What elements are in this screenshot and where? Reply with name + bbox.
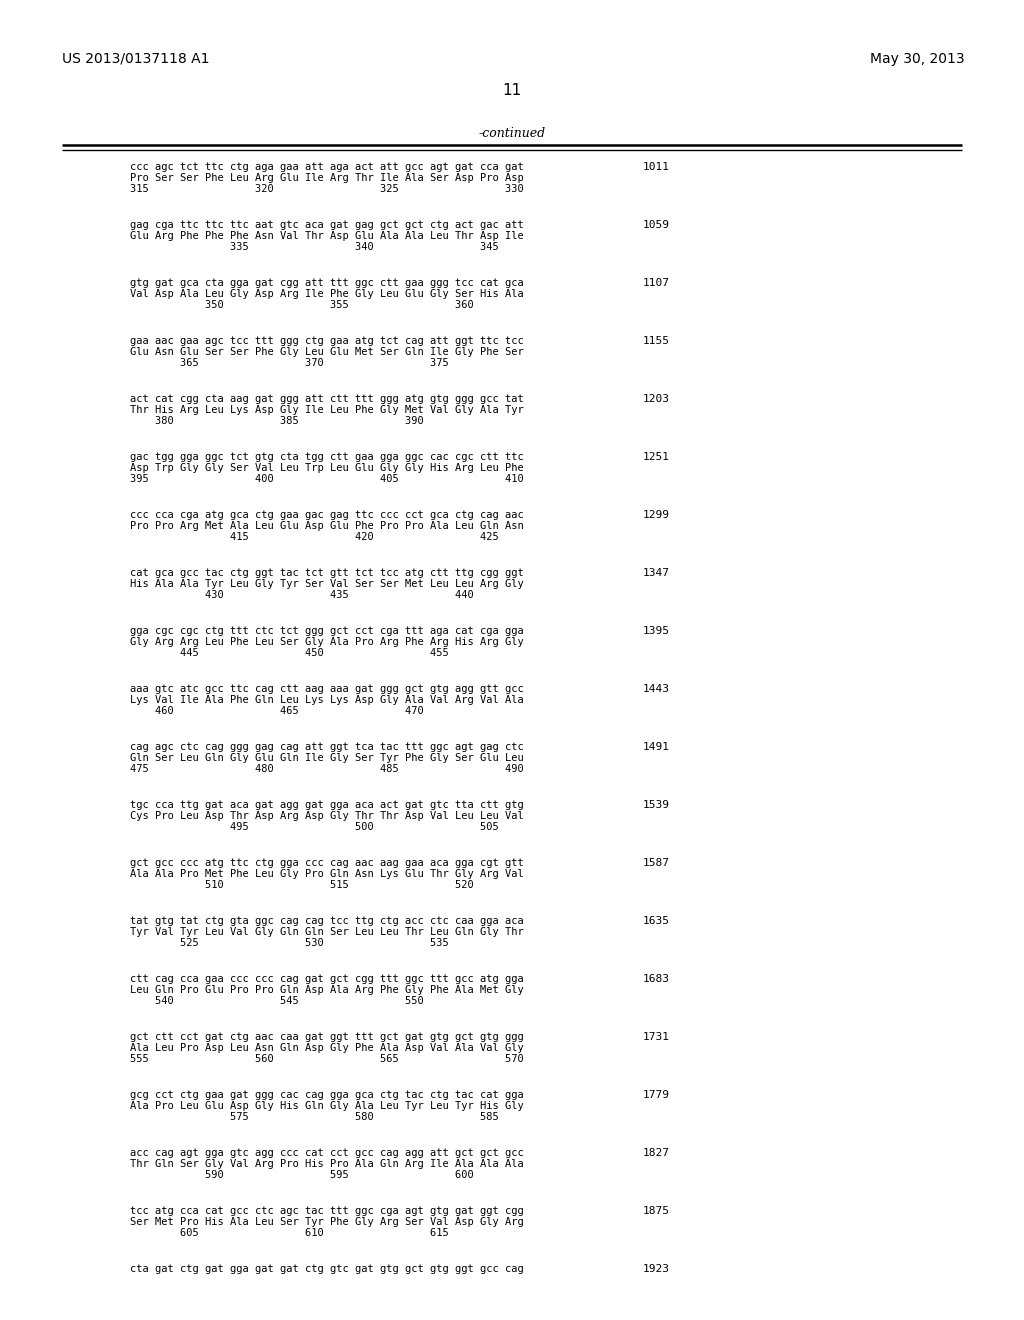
Text: 1923: 1923 bbox=[643, 1265, 670, 1274]
Text: 1731: 1731 bbox=[643, 1032, 670, 1041]
Text: 1443: 1443 bbox=[643, 684, 670, 694]
Text: 395                 400                 405                 410: 395 400 405 410 bbox=[130, 474, 523, 484]
Text: His Ala Ala Tyr Leu Gly Tyr Ser Val Ser Ser Met Leu Leu Arg Gly: His Ala Ala Tyr Leu Gly Tyr Ser Val Ser … bbox=[130, 579, 523, 589]
Text: 365                 370                 375: 365 370 375 bbox=[130, 358, 449, 368]
Text: Glu Asn Glu Ser Ser Phe Gly Leu Glu Met Ser Gln Ile Gly Phe Ser: Glu Asn Glu Ser Ser Phe Gly Leu Glu Met … bbox=[130, 347, 523, 356]
Text: gcg cct ctg gaa gat ggg cac cag gga gca ctg tac ctg tac cat gga: gcg cct ctg gaa gat ggg cac cag gga gca … bbox=[130, 1090, 523, 1100]
Text: Val Asp Ala Leu Gly Asp Arg Ile Phe Gly Leu Glu Gly Ser His Ala: Val Asp Ala Leu Gly Asp Arg Ile Phe Gly … bbox=[130, 289, 523, 300]
Text: 540                 545                 550: 540 545 550 bbox=[130, 997, 424, 1006]
Text: Pro Pro Arg Met Ala Leu Glu Asp Glu Phe Pro Pro Ala Leu Gln Asn: Pro Pro Arg Met Ala Leu Glu Asp Glu Phe … bbox=[130, 521, 523, 531]
Text: 590                 595                 600: 590 595 600 bbox=[130, 1170, 474, 1180]
Text: 1107: 1107 bbox=[643, 279, 670, 288]
Text: 555                 560                 565                 570: 555 560 565 570 bbox=[130, 1053, 523, 1064]
Text: 460                 465                 470: 460 465 470 bbox=[130, 706, 424, 715]
Text: May 30, 2013: May 30, 2013 bbox=[870, 51, 965, 66]
Text: -continued: -continued bbox=[478, 127, 546, 140]
Text: gag cga ttc ttc ttc aat gtc aca gat gag gct gct ctg act gac att: gag cga ttc ttc ttc aat gtc aca gat gag … bbox=[130, 220, 523, 230]
Text: 445                 450                 455: 445 450 455 bbox=[130, 648, 449, 657]
Text: 1827: 1827 bbox=[643, 1148, 670, 1158]
Text: 1683: 1683 bbox=[643, 974, 670, 983]
Text: Lys Val Ile Ala Phe Gln Leu Lys Lys Asp Gly Ala Val Arg Val Ala: Lys Val Ile Ala Phe Gln Leu Lys Lys Asp … bbox=[130, 696, 523, 705]
Text: 11: 11 bbox=[503, 83, 521, 98]
Text: 605                 610                 615: 605 610 615 bbox=[130, 1228, 449, 1238]
Text: 1155: 1155 bbox=[643, 337, 670, 346]
Text: Glu Arg Phe Phe Phe Asn Val Thr Asp Glu Ala Ala Leu Thr Asp Ile: Glu Arg Phe Phe Phe Asn Val Thr Asp Glu … bbox=[130, 231, 523, 242]
Text: 1395: 1395 bbox=[643, 626, 670, 636]
Text: 430                 435                 440: 430 435 440 bbox=[130, 590, 474, 601]
Text: gct ctt cct gat ctg aac caa gat ggt ttt gct gat gtg gct gtg ggg: gct ctt cct gat ctg aac caa gat ggt ttt … bbox=[130, 1032, 523, 1041]
Text: 1779: 1779 bbox=[643, 1090, 670, 1100]
Text: Thr His Arg Leu Lys Asp Gly Ile Leu Phe Gly Met Val Gly Ala Tyr: Thr His Arg Leu Lys Asp Gly Ile Leu Phe … bbox=[130, 405, 523, 414]
Text: 1587: 1587 bbox=[643, 858, 670, 869]
Text: 415                 420                 425: 415 420 425 bbox=[130, 532, 499, 543]
Text: Ala Ala Pro Met Phe Leu Gly Pro Gln Asn Lys Glu Thr Gly Arg Val: Ala Ala Pro Met Phe Leu Gly Pro Gln Asn … bbox=[130, 869, 523, 879]
Text: 1059: 1059 bbox=[643, 220, 670, 230]
Text: 380                 385                 390: 380 385 390 bbox=[130, 416, 424, 426]
Text: cta gat ctg gat gga gat gat ctg gtc gat gtg gct gtg ggt gcc cag: cta gat ctg gat gga gat gat ctg gtc gat … bbox=[130, 1265, 523, 1274]
Text: gga cgc cgc ctg ttt ctc tct ggg gct cct cga ttt aga cat cga gga: gga cgc cgc ctg ttt ctc tct ggg gct cct … bbox=[130, 626, 523, 636]
Text: 1539: 1539 bbox=[643, 800, 670, 810]
Text: gct gcc ccc atg ttc ctg gga ccc cag aac aag gaa aca gga cgt gtt: gct gcc ccc atg ttc ctg gga ccc cag aac … bbox=[130, 858, 523, 869]
Text: Gln Ser Leu Gln Gly Glu Gln Ile Gly Ser Tyr Phe Gly Ser Glu Leu: Gln Ser Leu Gln Gly Glu Gln Ile Gly Ser … bbox=[130, 752, 523, 763]
Text: Ala Leu Pro Asp Leu Asn Gln Asp Gly Phe Ala Asp Val Ala Val Gly: Ala Leu Pro Asp Leu Asn Gln Asp Gly Phe … bbox=[130, 1043, 523, 1053]
Text: 525                 530                 535: 525 530 535 bbox=[130, 939, 449, 948]
Text: cag agc ctc cag ggg gag cag att ggt tca tac ttt ggc agt gag ctc: cag agc ctc cag ggg gag cag att ggt tca … bbox=[130, 742, 523, 752]
Text: acc cag agt gga gtc agg ccc cat cct gcc cag agg att gct gct gcc: acc cag agt gga gtc agg ccc cat cct gcc … bbox=[130, 1148, 523, 1158]
Text: Ser Met Pro His Ala Leu Ser Tyr Phe Gly Arg Ser Val Asp Gly Arg: Ser Met Pro His Ala Leu Ser Tyr Phe Gly … bbox=[130, 1217, 523, 1228]
Text: tgc cca ttg gat aca gat agg gat gga aca act gat gtc tta ctt gtg: tgc cca ttg gat aca gat agg gat gga aca … bbox=[130, 800, 523, 810]
Text: tat gtg tat ctg gta ggc cag cag tcc ttg ctg acc ctc caa gga aca: tat gtg tat ctg gta ggc cag cag tcc ttg … bbox=[130, 916, 523, 927]
Text: Cys Pro Leu Asp Thr Asp Arg Asp Gly Thr Thr Asp Val Leu Leu Val: Cys Pro Leu Asp Thr Asp Arg Asp Gly Thr … bbox=[130, 810, 523, 821]
Text: Pro Ser Ser Phe Leu Arg Glu Ile Arg Thr Ile Ala Ser Asp Pro Asp: Pro Ser Ser Phe Leu Arg Glu Ile Arg Thr … bbox=[130, 173, 523, 183]
Text: 475                 480                 485                 490: 475 480 485 490 bbox=[130, 764, 523, 774]
Text: ccc agc tct ttc ctg aga gaa att aga act att gcc agt gat cca gat: ccc agc tct ttc ctg aga gaa att aga act … bbox=[130, 162, 523, 172]
Text: 1875: 1875 bbox=[643, 1206, 670, 1216]
Text: 350                 355                 360: 350 355 360 bbox=[130, 300, 474, 310]
Text: Leu Gln Pro Glu Pro Pro Gln Asp Ala Arg Phe Gly Phe Ala Met Gly: Leu Gln Pro Glu Pro Pro Gln Asp Ala Arg … bbox=[130, 985, 523, 995]
Text: 1203: 1203 bbox=[643, 393, 670, 404]
Text: ccc cca cga atg gca ctg gaa gac gag ttc ccc cct gca ctg cag aac: ccc cca cga atg gca ctg gaa gac gag ttc … bbox=[130, 510, 523, 520]
Text: gac tgg gga ggc tct gtg cta tgg ctt gaa gga ggc cac cgc ctt ttc: gac tgg gga ggc tct gtg cta tgg ctt gaa … bbox=[130, 451, 523, 462]
Text: ctt cag cca gaa ccc ccc cag gat gct cgg ttt ggc ttt gcc atg gga: ctt cag cca gaa ccc ccc cag gat gct cgg … bbox=[130, 974, 523, 983]
Text: 575                 580                 585: 575 580 585 bbox=[130, 1111, 499, 1122]
Text: gaa aac gaa agc tcc ttt ggg ctg gaa atg tct cag att ggt ttc tcc: gaa aac gaa agc tcc ttt ggg ctg gaa atg … bbox=[130, 337, 523, 346]
Text: 1251: 1251 bbox=[643, 451, 670, 462]
Text: 335                 340                 345: 335 340 345 bbox=[130, 242, 499, 252]
Text: cat gca gcc tac ctg ggt tac tct gtt tct tcc atg ctt ttg cgg ggt: cat gca gcc tac ctg ggt tac tct gtt tct … bbox=[130, 568, 523, 578]
Text: 495                 500                 505: 495 500 505 bbox=[130, 822, 499, 832]
Text: tcc atg cca cat gcc ctc agc tac ttt ggc cga agt gtg gat ggt cgg: tcc atg cca cat gcc ctc agc tac ttt ggc … bbox=[130, 1206, 523, 1216]
Text: 1299: 1299 bbox=[643, 510, 670, 520]
Text: 1491: 1491 bbox=[643, 742, 670, 752]
Text: gtg gat gca cta gga gat cgg att ttt ggc ctt gaa ggg tcc cat gca: gtg gat gca cta gga gat cgg att ttt ggc … bbox=[130, 279, 523, 288]
Text: 1635: 1635 bbox=[643, 916, 670, 927]
Text: US 2013/0137118 A1: US 2013/0137118 A1 bbox=[62, 51, 210, 66]
Text: 315                 320                 325                 330: 315 320 325 330 bbox=[130, 183, 523, 194]
Text: Tyr Val Tyr Leu Val Gly Gln Gln Ser Leu Leu Thr Leu Gln Gly Thr: Tyr Val Tyr Leu Val Gly Gln Gln Ser Leu … bbox=[130, 927, 523, 937]
Text: Gly Arg Arg Leu Phe Leu Ser Gly Ala Pro Arg Phe Arg His Arg Gly: Gly Arg Arg Leu Phe Leu Ser Gly Ala Pro … bbox=[130, 638, 523, 647]
Text: Asp Trp Gly Gly Ser Val Leu Trp Leu Glu Gly Gly His Arg Leu Phe: Asp Trp Gly Gly Ser Val Leu Trp Leu Glu … bbox=[130, 463, 523, 473]
Text: 1347: 1347 bbox=[643, 568, 670, 578]
Text: Ala Pro Leu Glu Asp Gly His Gln Gly Ala Leu Tyr Leu Tyr His Gly: Ala Pro Leu Glu Asp Gly His Gln Gly Ala … bbox=[130, 1101, 523, 1111]
Text: 510                 515                 520: 510 515 520 bbox=[130, 880, 474, 890]
Text: act cat cgg cta aag gat ggg att ctt ttt ggg atg gtg ggg gcc tat: act cat cgg cta aag gat ggg att ctt ttt … bbox=[130, 393, 523, 404]
Text: Thr Gln Ser Gly Val Arg Pro His Pro Ala Gln Arg Ile Ala Ala Ala: Thr Gln Ser Gly Val Arg Pro His Pro Ala … bbox=[130, 1159, 523, 1170]
Text: 1011: 1011 bbox=[643, 162, 670, 172]
Text: aaa gtc atc gcc ttc cag ctt aag aaa gat ggg gct gtg agg gtt gcc: aaa gtc atc gcc ttc cag ctt aag aaa gat … bbox=[130, 684, 523, 694]
